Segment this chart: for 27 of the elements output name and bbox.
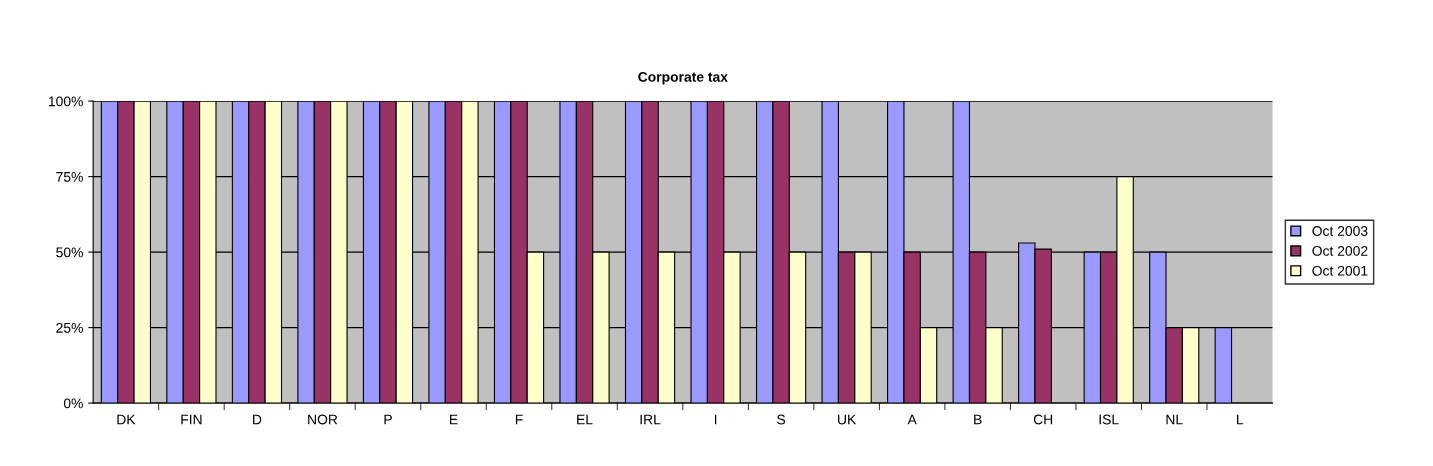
x-tick-label: S [777, 414, 786, 425]
legend-label: Oct 2003 [1312, 226, 1368, 236]
y-tick-label: 50% [56, 247, 83, 258]
x-tick-label: DK [117, 414, 136, 425]
x-tick-label: I [714, 414, 717, 425]
x-tick-label: IRL [640, 414, 661, 425]
y-tick-label: 25% [56, 322, 83, 333]
y-tick-label: 75% [56, 172, 83, 182]
x-tick-label: P [384, 414, 392, 425]
x-tick-label: NL [1166, 414, 1183, 425]
x-tick-label: ISL [1099, 414, 1119, 425]
chart-title: Corporate tax [638, 71, 728, 85]
legend-label: Oct 2001 [1312, 265, 1368, 276]
x-tick-label: F [515, 414, 523, 425]
legend-label: Oct 2002 [1312, 246, 1368, 256]
x-tick-label: UK [838, 414, 857, 425]
y-tick-label: 100% [48, 96, 83, 107]
x-tick-label: L [1237, 414, 1244, 425]
x-tick-label: D [253, 414, 262, 425]
x-tick-label: CH [1033, 414, 1053, 425]
x-tick-label: E [450, 414, 458, 425]
x-tick-label: FIN [181, 414, 202, 425]
x-tick-label: EL [577, 414, 593, 425]
x-tick-label: B [974, 414, 982, 425]
y-tick-label: 0% [63, 398, 83, 409]
x-tick-label: NOR [308, 414, 338, 425]
x-tick-label: A [907, 414, 917, 425]
